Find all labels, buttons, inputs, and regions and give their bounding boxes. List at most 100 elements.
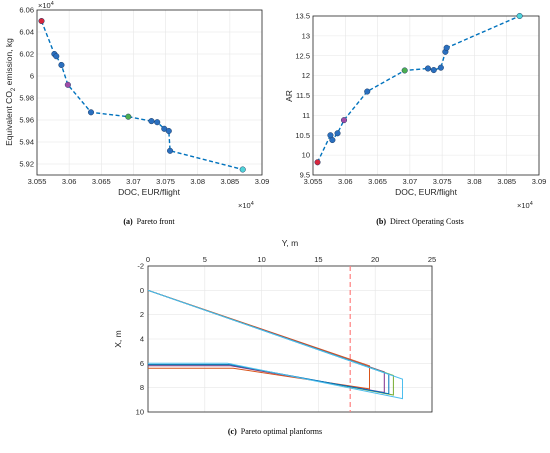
y-tick-label: 10 (136, 408, 144, 417)
planform-outline (147, 289, 403, 400)
y-tick-label: 11.5 (296, 91, 310, 100)
data-point (314, 159, 321, 166)
planform-outline (147, 289, 370, 390)
ticks-b: 3.055 3.06 3.065 3.07 3.075 3.08 3.085 3.09 9.5 1… (295, 12, 546, 187)
data-point (430, 67, 437, 74)
x-tick-label: 15 (314, 255, 322, 264)
x-multiplier-a: ×104 (238, 201, 254, 210)
data-point (125, 113, 132, 120)
x-tick-label: 3.055 (28, 177, 47, 186)
caption-c: (c) Pareto optimal planforms (228, 427, 322, 436)
series-line-b (316, 15, 520, 163)
x-tick-label: 10 (257, 255, 265, 264)
y-tick-label: 12.5 (295, 51, 310, 60)
planform-outline (147, 289, 385, 394)
y-tick-label: 4 (140, 335, 144, 344)
planform-outline (147, 289, 390, 395)
series-line-a (40, 20, 243, 171)
data-point (87, 109, 95, 116)
plot-frame-b (312, 15, 540, 176)
grid-a (36, 9, 263, 175)
data-point (364, 88, 371, 95)
data-point (437, 64, 444, 71)
x-tick-label: 25 (428, 255, 436, 264)
y-tick-label: 11 (302, 111, 310, 120)
pareto-front-chart: 3.055 3.06 3.065 3.07 3.075 3.08 3.085 3.09 5.92… (4, 1, 269, 226)
data-point (334, 130, 341, 137)
x-tick-label: 3.065 (92, 177, 111, 186)
x-tick-label: 20 (371, 255, 379, 264)
y-tick-label: 6 (30, 72, 34, 81)
y-axis-label-b: AR (284, 90, 294, 102)
ticks-a: 3.055 3.06 3.065 3.07 3.075 3.08 3.085 3.09 5.92… (19, 6, 269, 187)
data-point (424, 65, 431, 72)
x-tick-label: 5 (203, 255, 207, 264)
points-a (38, 17, 246, 173)
y-tick-label: 13 (302, 31, 310, 40)
data-point (58, 61, 65, 69)
y-axis-label-a: Equivalent CO2 emission, kg (4, 38, 17, 146)
x-tick-label: 3.075 (156, 177, 175, 186)
planform-outline (147, 289, 394, 396)
y-tick-label: 13.5 (295, 12, 310, 21)
data-point (516, 12, 523, 20)
y-tick-label: 5.96 (19, 116, 34, 125)
data-point (401, 67, 408, 74)
grid-b (312, 15, 540, 176)
data-point (443, 44, 450, 51)
data-point (53, 53, 60, 60)
x-tick-label: 3.085 (497, 177, 516, 186)
y-tick-label: 10.5 (295, 131, 310, 140)
y-tick-label: 8 (140, 383, 144, 392)
data-point (165, 127, 172, 135)
x-tick-label: 3.055 (304, 177, 323, 186)
y-tick-label: 6.04 (19, 28, 34, 37)
y-tick-label: 2 (140, 310, 144, 319)
plot-frame-a (36, 9, 263, 176)
y-tick-label: 6.06 (19, 6, 34, 15)
y-tick-label: 5.94 (19, 138, 34, 147)
x-tick-label: 3.065 (368, 177, 387, 186)
data-point (167, 147, 174, 154)
x-tick-label: 0 (146, 255, 150, 264)
data-point (148, 118, 155, 125)
caption-b: (b) Direct Operating Costs (376, 217, 464, 226)
x-axis-label-a: DOC, EUR/flight (118, 187, 181, 197)
y-multiplier-a: ×104 (38, 1, 54, 10)
y-tick-label: 5.98 (19, 94, 34, 103)
planform-series (147, 289, 403, 400)
x-tick-label: 3.08 (467, 177, 482, 186)
y-tick-label: 6.02 (19, 50, 34, 59)
plot-frame-c (147, 265, 433, 413)
x-tick-label: 3.09 (255, 177, 270, 186)
x-tick-label: 3.075 (433, 177, 452, 186)
data-point (154, 119, 161, 126)
x-tick-label: 3.06 (62, 177, 77, 186)
x-tick-label: 3.08 (190, 177, 205, 186)
x-axis-label-c: Y, m (282, 238, 298, 248)
points-b (314, 12, 523, 166)
y-tick-label: 12 (302, 71, 310, 80)
y-tick-label: 9.5 (300, 171, 310, 180)
y-tick-label: 10 (302, 151, 310, 160)
caption-a: (a) Pareto front (123, 217, 175, 226)
y-tick-label: 0 (140, 286, 144, 295)
data-point (239, 166, 246, 173)
data-point (340, 117, 348, 124)
x-tick-label: 3.09 (532, 177, 547, 186)
y-tick-label: -2 (137, 262, 144, 271)
doc-chart: 3.055 3.06 3.065 3.07 3.075 3.08 3.085 3.09 9.5 1… (284, 12, 546, 227)
y-tick-label: 5.92 (19, 160, 34, 169)
x-multiplier-b: ×104 (517, 201, 533, 210)
x-tick-label: 3.07 (403, 177, 418, 186)
data-point (329, 136, 336, 144)
y-axis-label-c: X, m (113, 330, 123, 347)
y-tick-label: 6 (140, 359, 144, 368)
data-point (38, 17, 45, 25)
x-tick-label: 3.06 (338, 177, 353, 186)
data-point (64, 81, 71, 88)
x-tick-label: 3.07 (126, 177, 141, 186)
